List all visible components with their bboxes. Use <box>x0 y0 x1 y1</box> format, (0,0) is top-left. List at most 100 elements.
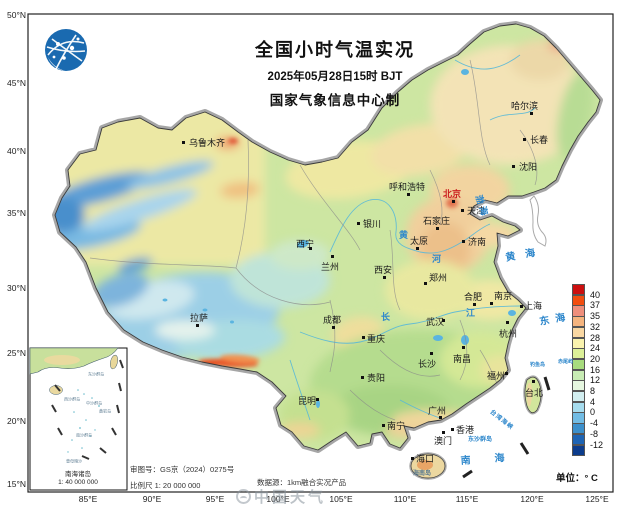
river-label: 长 <box>381 312 391 322</box>
watermark-text: 中国天气 <box>254 489 327 506</box>
island-label: 钓鱼岛 <box>530 362 546 368</box>
river-label: 河 <box>432 254 442 264</box>
city-label: 西安 <box>374 265 393 275</box>
legend-swatch <box>572 369 585 381</box>
inset-island-label: 东沙群岛 <box>88 372 105 377</box>
city-marker-dot <box>315 397 319 401</box>
city-marker-dot <box>361 335 365 339</box>
city-marker-dot <box>382 275 386 279</box>
city-label: 长沙 <box>418 359 437 369</box>
city-label: 杭州 <box>499 329 518 339</box>
map-header: 全国小时气温实况 2025年05月28日15时 BJT 国家气象信息中心制 <box>170 36 500 109</box>
legend-value: 20 <box>590 353 601 364</box>
lat-tick-label: 20°N <box>7 416 26 426</box>
taiwan-island <box>523 375 543 415</box>
legend-value: 12 <box>590 375 601 386</box>
city-label: 海口 <box>416 454 435 464</box>
lon-tick-label: 120°E <box>520 494 544 504</box>
inset-island-specks <box>67 389 100 453</box>
legend-swatch <box>572 348 585 360</box>
lakes <box>162 69 516 408</box>
city-label: 重庆 <box>367 334 386 344</box>
city-marker-dot <box>308 246 312 250</box>
city-label: 济南 <box>468 237 487 247</box>
city-label: 兰州 <box>321 262 340 272</box>
city-marker-dot <box>415 246 419 250</box>
city-marker-dot <box>356 221 360 225</box>
city-marker-dot <box>460 208 464 212</box>
legend-value: 8 <box>590 386 596 396</box>
city-label: 福州 <box>487 371 506 381</box>
legend-swatch <box>572 326 585 338</box>
legend-value: 32 <box>590 321 601 332</box>
city-label: 南宁 <box>387 421 406 431</box>
legend-swatch <box>572 284 585 296</box>
inset-island-label: 曾母暗沙 <box>66 459 83 464</box>
city-marker-dot <box>435 226 439 230</box>
city-label: 贵阳 <box>367 373 386 383</box>
map-scale-label: 比例尺 1: 20 000 000 <box>130 481 201 490</box>
lon-tick-label: 110°E <box>393 494 417 504</box>
city-label: 台北 <box>525 388 544 398</box>
inset-island-label: 南沙群岛 <box>76 433 93 438</box>
city-marker-dot <box>195 323 199 327</box>
legend-value: 37 <box>590 300 601 311</box>
watermark: 中国天气 <box>236 486 326 507</box>
lat-tick-label: 25°N <box>7 348 26 358</box>
city-label: 呼和浩特 <box>389 182 426 192</box>
city-marker-dot <box>441 430 445 434</box>
inset-scale-label: 1: 40 000 000 <box>58 479 98 486</box>
inset-title: 南海诸岛 <box>65 471 91 478</box>
lat-tick-label: 45°N <box>7 78 26 88</box>
river-label: 黄 <box>399 230 409 240</box>
lat-tick-label: 15°N <box>7 479 26 489</box>
city-marker-dot <box>406 192 410 196</box>
legend-value: 35 <box>590 311 601 322</box>
legend-value: 40 <box>590 289 601 300</box>
legend-value: 28 <box>590 332 601 343</box>
datetime-label: 2025年05月28日15时 BJT <box>267 71 403 83</box>
city-label: 上海 <box>524 301 543 311</box>
city-marker-dot <box>529 111 533 115</box>
island-label: 海南岛 <box>413 471 432 477</box>
city-label: 合肥 <box>464 292 483 302</box>
city-label: 乌鲁木齐 <box>189 138 226 148</box>
city-label: 哈尔滨 <box>511 101 539 111</box>
lon-tick-label: 115°E <box>455 494 479 504</box>
city-label: 太原 <box>410 236 429 246</box>
city-marker-dot <box>410 456 414 460</box>
city-marker-dot <box>423 281 427 285</box>
city-marker-dot <box>511 164 515 168</box>
legend-value: -12 <box>590 439 604 450</box>
city-label: 长春 <box>530 135 549 145</box>
city-marker-dot <box>531 379 535 383</box>
city-marker-dot <box>450 427 454 431</box>
city-label: 天津 <box>467 206 486 216</box>
lat-tick-label: 50°N <box>7 10 26 20</box>
hainan-island <box>409 452 447 480</box>
city-marker-dot <box>381 423 385 427</box>
city-marker-dot <box>429 351 433 355</box>
city-label: 石家庄 <box>423 216 451 226</box>
city-label: 昆明 <box>298 396 317 406</box>
legend-value: 24 <box>590 343 601 354</box>
city-marker-dot <box>331 325 335 329</box>
city-marker-dot <box>438 415 442 419</box>
city-label: 沈阳 <box>519 162 538 172</box>
map-frame <box>27 13 614 493</box>
unit-label: 单位：° C <box>556 473 598 484</box>
legend-value: -8 <box>590 428 599 439</box>
island-label: 赤尾屿 <box>558 359 574 365</box>
legend-swatch <box>572 412 585 424</box>
city-label: 澳门 <box>434 436 453 446</box>
legend-swatch <box>572 423 585 435</box>
lon-tick-label: 90°E <box>142 494 162 504</box>
legend-swatch <box>572 316 585 328</box>
city-marker-dot <box>330 254 334 258</box>
city-label: 南京 <box>494 291 513 301</box>
weather-logo-icon <box>236 489 251 504</box>
legend-value: 4 <box>590 396 596 407</box>
nmic-globe-logo-icon <box>45 29 87 71</box>
city-marker-dot <box>441 318 445 322</box>
